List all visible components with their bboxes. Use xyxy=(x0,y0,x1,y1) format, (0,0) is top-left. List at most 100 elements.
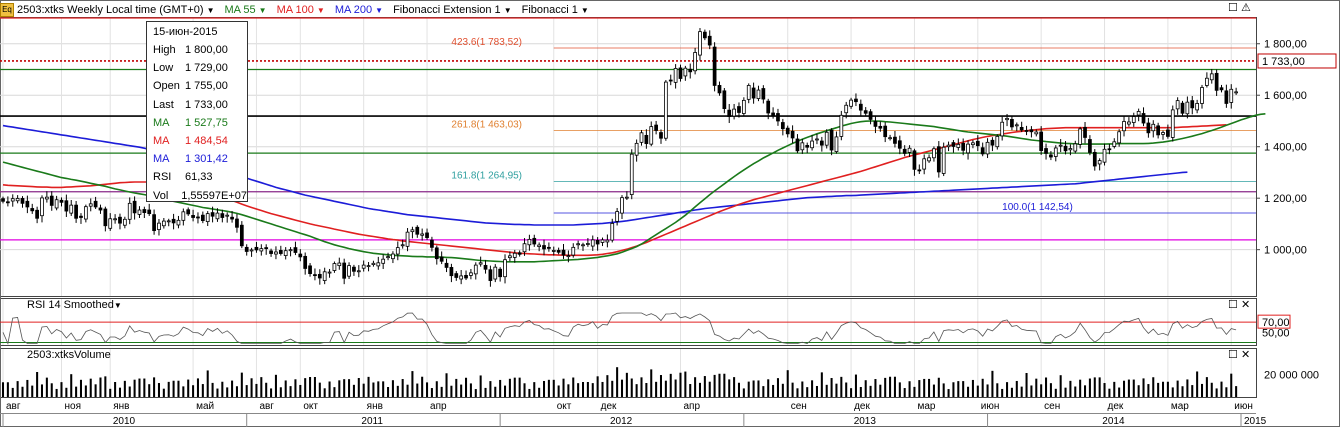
candle-body xyxy=(269,250,273,254)
volume-tick-label: 20 000 000 xyxy=(1264,369,1319,381)
candle-body xyxy=(1078,128,1083,145)
data-window-value: 1 527,75 xyxy=(185,116,228,129)
candle-body xyxy=(147,209,152,215)
candle-body xyxy=(1019,126,1024,131)
candle-body xyxy=(1127,121,1131,125)
candle-body xyxy=(118,216,122,224)
candle-body xyxy=(40,197,44,217)
candle-body xyxy=(6,201,10,204)
candle-body xyxy=(298,253,303,258)
data-window-date: 15-июн-2015 xyxy=(153,26,218,38)
candle-body xyxy=(951,142,956,147)
close-icon[interactable]: ✕ xyxy=(1240,299,1251,311)
candle-body xyxy=(308,265,312,275)
price-tick-label: 1 800,00 xyxy=(1264,39,1307,51)
candle-body xyxy=(347,265,351,277)
candle-body xyxy=(1053,147,1058,157)
candle-body xyxy=(235,218,239,228)
month-tick-label: сен xyxy=(791,401,807,412)
candle-body xyxy=(20,198,25,204)
data-window-value: 1 484,54 xyxy=(185,134,228,147)
month-tick-label: авг xyxy=(259,401,274,412)
candle-body xyxy=(712,46,717,86)
candle-body xyxy=(127,202,132,220)
month-tick-label: окт xyxy=(557,401,572,412)
rsi-pane-controls: ☐ ✕ xyxy=(1228,300,1250,311)
candle-body xyxy=(376,262,381,267)
candle-body xyxy=(503,259,507,278)
candle-body xyxy=(922,158,927,170)
candle-body xyxy=(278,250,283,254)
candles xyxy=(1,28,1238,287)
maximize-icon[interactable]: ☐ xyxy=(1228,2,1238,14)
candle-body xyxy=(883,125,888,138)
candle-body xyxy=(985,141,990,155)
data-window-value: 1 729,00 xyxy=(185,62,228,75)
candle-body xyxy=(10,198,15,202)
candle-body xyxy=(1195,103,1199,111)
candle-body xyxy=(556,250,561,253)
month-tick-label: июн xyxy=(1234,401,1253,412)
month-tick-label: дек xyxy=(601,401,617,412)
fibonacci-label: Fibonacci 1 xyxy=(521,4,578,16)
candle-body xyxy=(366,265,371,268)
volume-pane-controls: ☐ ✕ xyxy=(1228,350,1250,361)
data-window-key: Vol xyxy=(153,189,169,202)
candle-body xyxy=(659,132,663,139)
dropdown-arrow-icon: ▼ xyxy=(375,5,384,15)
candle-body xyxy=(1146,122,1151,134)
ma55-toggle[interactable]: MA 55 ▼ xyxy=(224,4,266,16)
candle-body xyxy=(1156,125,1161,136)
ma200-toggle[interactable]: MA 200 ▼ xyxy=(335,4,383,16)
candle-body xyxy=(342,262,347,279)
symbol-selector[interactable]: Eq 2503:xtks Weekly Local time (GMT+0) ▼ xyxy=(0,3,214,17)
maximize-icon[interactable]: ☐ xyxy=(1228,299,1238,311)
candle-body xyxy=(971,142,975,146)
maximize-icon[interactable]: ☐ xyxy=(1228,349,1238,361)
candle-body xyxy=(893,136,897,144)
fibonacci-toggle[interactable]: Fibonacci 1 ▼ xyxy=(522,4,589,16)
candle-body xyxy=(795,138,800,152)
candle-body xyxy=(122,218,127,226)
candle-body xyxy=(1000,121,1005,137)
fib-extension-toggle[interactable]: Fibonacci Extension 1 ▼ xyxy=(393,4,512,16)
candle-body xyxy=(625,196,629,199)
candle-body xyxy=(707,35,712,46)
candle-body xyxy=(313,274,317,277)
candle-body xyxy=(1044,148,1048,154)
candle-body xyxy=(45,196,49,200)
candle-body xyxy=(171,218,176,224)
close-icon[interactable]: ✕ xyxy=(1240,349,1251,361)
ma100-toggle[interactable]: MA 100 ▼ xyxy=(277,4,325,16)
candle-body xyxy=(542,245,546,250)
dropdown-arrow-icon: ▼ xyxy=(316,5,325,15)
dropdown-arrow-icon: ▼ xyxy=(206,5,215,15)
candle-body xyxy=(586,243,590,245)
candle-body xyxy=(990,139,995,146)
candle-body xyxy=(200,214,205,221)
candle-body xyxy=(395,247,400,255)
candle-body xyxy=(678,67,683,79)
candle-body xyxy=(352,266,356,272)
candle-body xyxy=(1039,131,1044,151)
candle-body xyxy=(1200,87,1204,104)
data-window-key: RSI xyxy=(153,171,172,184)
candle-body xyxy=(288,249,293,252)
rsi-pane-label[interactable]: RSI 14 Smoothed▼ xyxy=(27,299,122,311)
month-tick-label: дек xyxy=(854,401,870,412)
candle-body xyxy=(425,232,429,238)
data-window-value: 1 755,00 xyxy=(185,80,228,93)
candle-body xyxy=(283,250,288,256)
candle-body xyxy=(1205,77,1209,86)
alert-icon[interactable]: ⚠ xyxy=(1240,2,1251,14)
candle-body xyxy=(210,212,215,217)
candle-body xyxy=(108,218,113,229)
candle-body xyxy=(766,100,771,114)
candle-body xyxy=(532,237,537,245)
candle-body xyxy=(717,85,722,94)
candle-body xyxy=(605,239,610,243)
candle-body xyxy=(590,239,595,247)
data-window-row: Low 1 729,00 xyxy=(153,59,247,77)
month-tick-label: ноя xyxy=(64,401,81,412)
candle-body xyxy=(410,229,415,233)
